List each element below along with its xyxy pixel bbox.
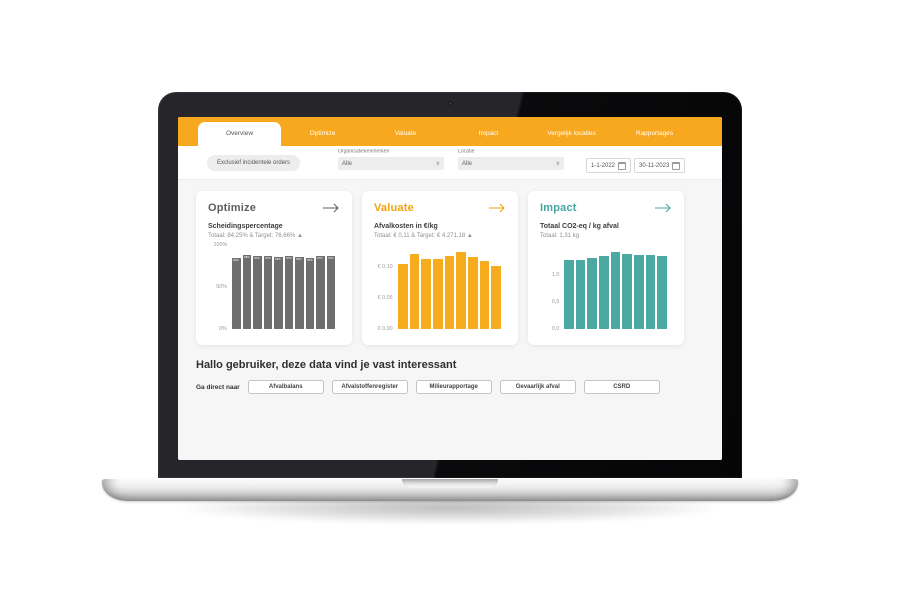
bar (645, 255, 656, 329)
bar (564, 260, 574, 329)
quick-links-label: Ga direct naar (196, 383, 240, 391)
bar: 87% (284, 255, 293, 329)
quick-links-row: Ga direct naar Afvalbalans Afvalstoffenre… (196, 380, 722, 394)
y-axis-tick: 50% (216, 284, 227, 290)
arrow-right-icon[interactable] (655, 203, 672, 213)
location-dropdown[interactable]: Alle ∨ (458, 157, 564, 170)
location-dropdown-value: Alle (462, 160, 473, 167)
card-impact-title: Impact (540, 202, 577, 214)
dashboard-main: Optimize Scheidingspercentage Totaal: 84… (178, 180, 722, 460)
exclude-incidental-orders-button[interactable]: Exclusief incidentele orders (207, 155, 301, 171)
date-from-value: 1-1-2022 (591, 162, 616, 169)
date-to-input[interactable]: 30-11-2023 (634, 158, 686, 173)
kpi-cards-row: Optimize Scheidingspercentage Totaal: 84… (196, 191, 722, 345)
bar (433, 258, 443, 329)
tab-impact[interactable]: Impact (478, 130, 499, 137)
location-filter-label: Locatie (458, 149, 475, 155)
bar (575, 260, 586, 329)
bar: 87% (253, 255, 262, 329)
card-optimize-stats: Totaal: 84,25% & Target: 76,66% ▲ (208, 233, 303, 239)
bar (468, 256, 478, 329)
greeting-heading: Hallo gebruiker, deze data vind je vast … (196, 359, 457, 371)
y-axis-tick: 0,5 (551, 299, 559, 305)
optimize-bar-chart: 100% 50% 0% 84% 88% 87% 87% 86% 87% 86% 85% 87% 87% (208, 242, 340, 332)
quick-link-csrd[interactable]: CSRD (583, 380, 660, 394)
y-axis-tick: 100% (213, 242, 227, 248)
organisation-filter-label: Organisatiekenmerken (338, 149, 390, 155)
filter-bar: Exclusief incidentele orders Organisatie… (178, 146, 722, 180)
date-from-input[interactable]: 1-1-2022 (586, 158, 632, 173)
card-optimize[interactable]: Optimize Scheidingspercentage Totaal: 84… (196, 191, 352, 345)
webcam-icon (448, 101, 453, 106)
tab-overview[interactable]: Overview (198, 122, 281, 146)
laptop-base-notch (402, 479, 498, 488)
card-valuate-title: Valuate (374, 202, 414, 214)
card-valuate-stats: Totaal: € 0,11 & Target: € 4.271,18 ▲ (374, 233, 473, 239)
laptop-bezel: Overview Optimize Valuate Impact Vergelijk l… (158, 92, 742, 478)
bar: 85% (305, 257, 314, 329)
bar (421, 258, 432, 329)
organisation-filter-group: Organisatiekenmerken Alle ∨ (338, 149, 444, 170)
impact-bar-chart: 1,0 0,5 0,0 (540, 245, 672, 332)
organisation-dropdown-value: Alle (342, 160, 353, 167)
bar: 86% (295, 256, 304, 329)
laptop-base (102, 478, 798, 501)
valuate-bar-chart: € 0,10 € 0,05 € 0,00 (374, 245, 506, 332)
date-range-group: 1-1-2022 30-11-2023 (586, 158, 686, 173)
tab-valuate[interactable]: Valuate (394, 130, 417, 137)
card-valuate-metric: Afvalkosten in €/kg (374, 223, 438, 230)
bar (444, 256, 455, 329)
y-axis-tick: 0% (219, 326, 227, 332)
bar (479, 260, 490, 329)
bar: 86% (274, 256, 283, 329)
dashboard-screen: Overview Optimize Valuate Impact Vergelijk l… (178, 117, 722, 460)
chevron-down-icon: ∨ (555, 160, 560, 167)
card-impact[interactable]: Impact Totaal CO2-eq / kg afval Totaal: … (528, 191, 684, 345)
card-optimize-title: Optimize (208, 202, 257, 214)
date-to-value: 30-11-2023 (639, 162, 670, 169)
arrow-right-icon[interactable] (489, 203, 506, 213)
bar (587, 258, 598, 329)
card-impact-stats: Totaal: 1,31 kg (540, 233, 580, 239)
bar: 87% (326, 255, 335, 329)
laptop-mockup: Overview Optimize Valuate Impact Vergelijk l… (68, 92, 832, 536)
tab-bar: Overview Optimize Valuate Impact Vergelijk l… (178, 117, 722, 146)
bar: 88% (242, 255, 251, 329)
bar (610, 251, 621, 329)
card-optimize-metric: Scheidingspercentage (208, 223, 283, 230)
bar (599, 256, 609, 329)
bar: 87% (316, 255, 325, 329)
bar (491, 266, 502, 329)
location-filter-group: Locatie Alle ∨ (458, 149, 564, 170)
y-axis-tick: 0,0 (551, 326, 559, 332)
card-impact-metric: Totaal CO2-eq / kg afval (540, 223, 619, 230)
tab-vergelijk-locaties[interactable]: Vergelijk locaties (547, 130, 596, 137)
y-axis-tick: € 0,00 (377, 326, 393, 332)
tab-optimize[interactable]: Optimize (309, 130, 336, 137)
calendar-icon (618, 161, 627, 170)
y-axis-tick: 1,0 (551, 272, 559, 278)
y-axis-tick: € 0,10 (377, 264, 393, 270)
bar (456, 252, 467, 329)
calendar-icon (672, 161, 681, 170)
bar (634, 255, 644, 329)
organisation-dropdown[interactable]: Alle ∨ (338, 157, 444, 170)
quick-link-milieurapportage[interactable]: Milieurapportage (415, 380, 492, 394)
bar (409, 253, 420, 329)
quick-link-afvalbalans[interactable]: Afvalbalans (247, 380, 324, 394)
bar (398, 263, 408, 329)
chevron-down-icon: ∨ (435, 160, 440, 167)
bar: 87% (263, 255, 272, 329)
quick-link-gevaarlijk-afval[interactable]: Gevaarlijk afval (499, 380, 576, 394)
card-valuate[interactable]: Valuate Afvalkosten in €/kg Totaal: € 0,… (362, 191, 518, 345)
arrow-right-icon[interactable] (323, 203, 340, 213)
bar: 84% (232, 258, 241, 329)
tab-rapportages[interactable]: Rapportages (635, 130, 674, 137)
bar (657, 256, 668, 329)
quick-link-afvalstoffenregister[interactable]: Afvalstoffenregister (331, 380, 408, 394)
bar (622, 254, 633, 329)
y-axis-tick: € 0,05 (377, 295, 393, 301)
